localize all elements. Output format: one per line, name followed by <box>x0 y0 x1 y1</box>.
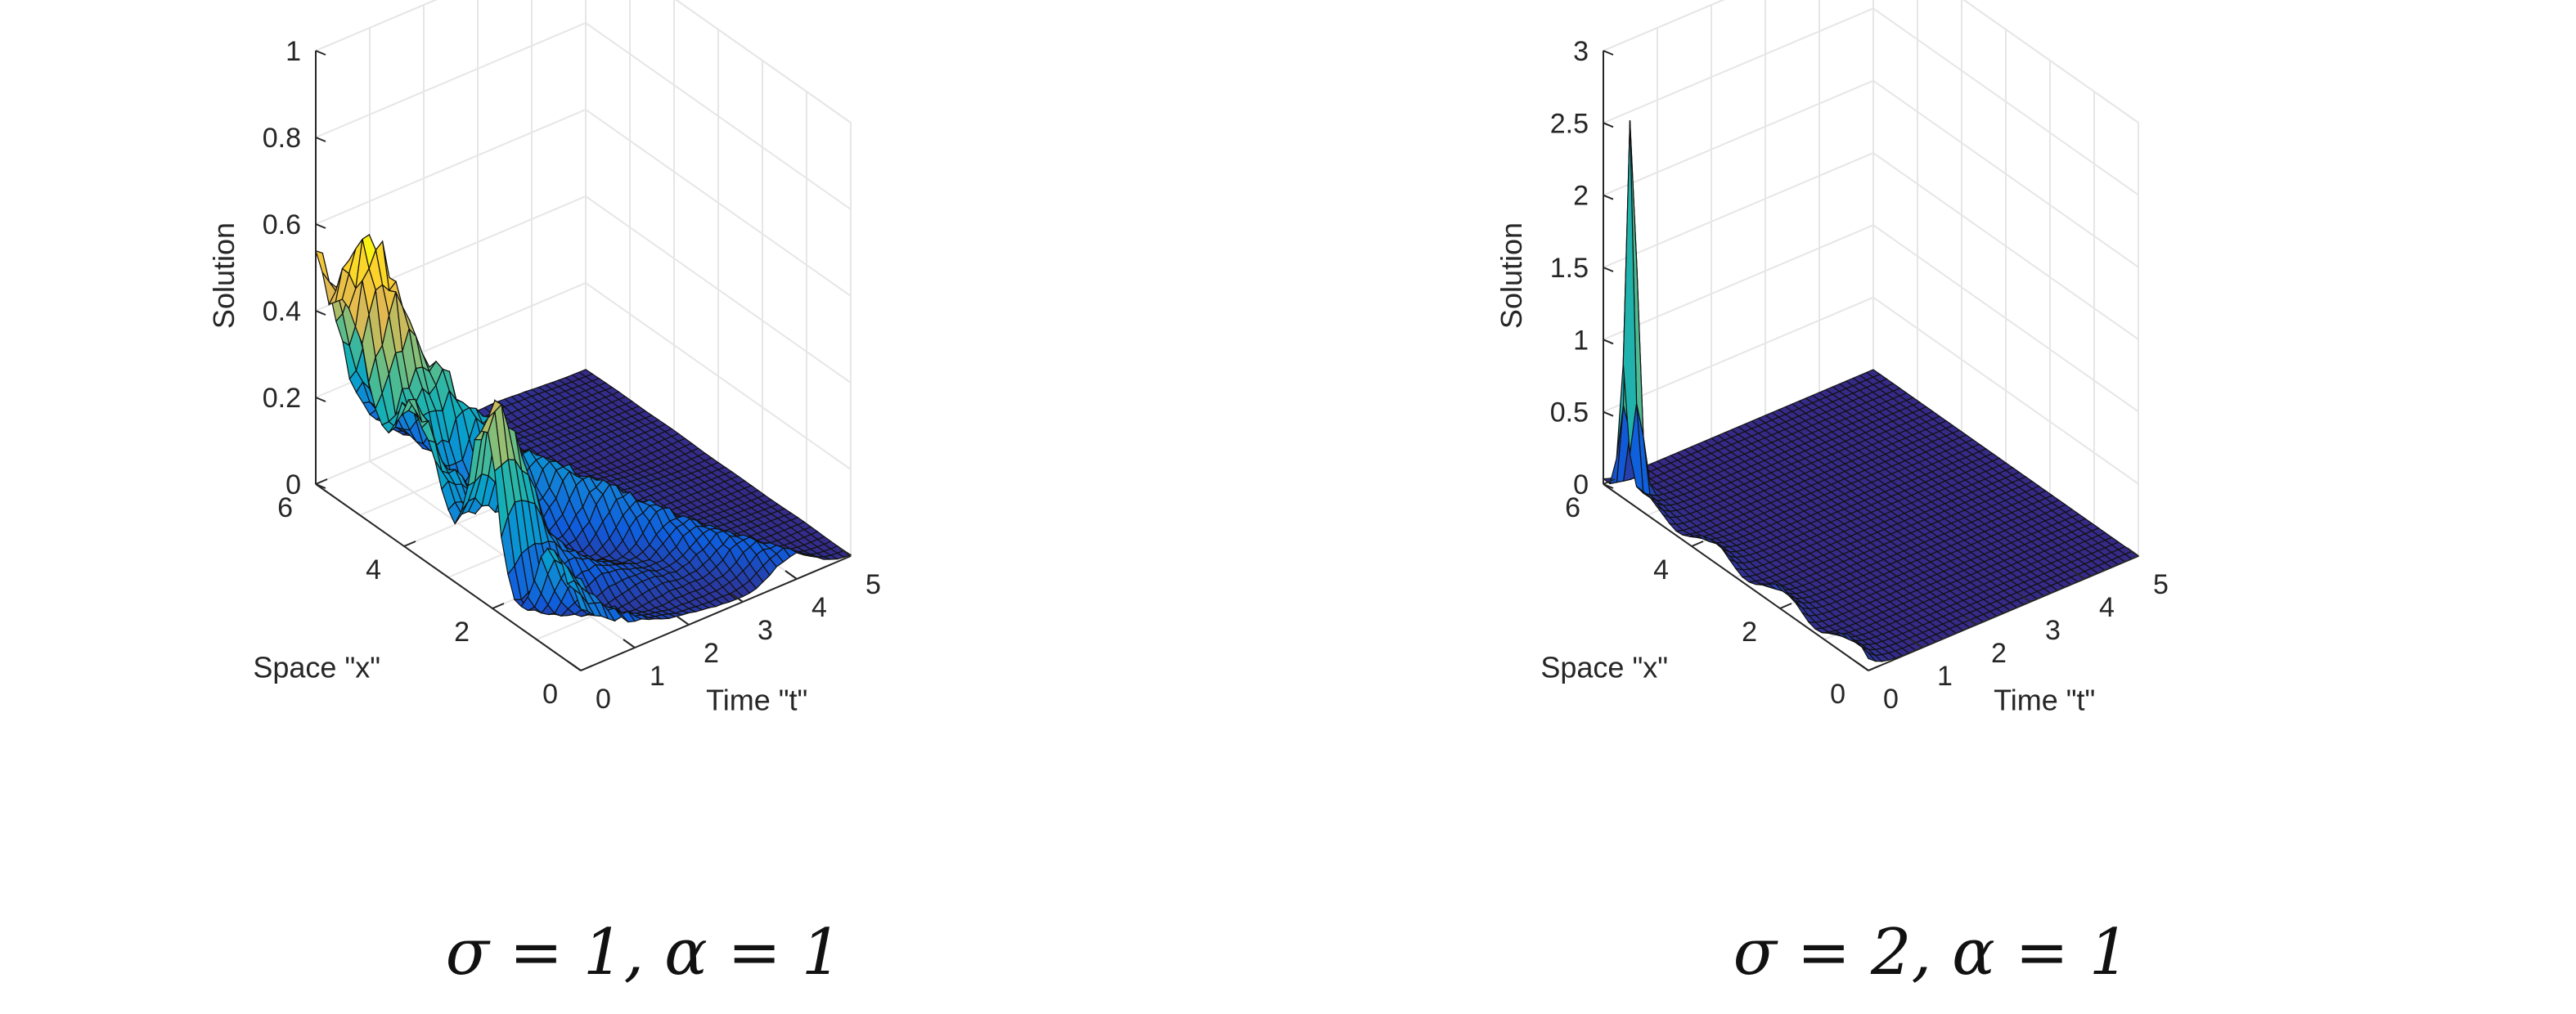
caption-1: σ = 1, α = 1 <box>445 916 843 989</box>
y-axis-label: Time "t" <box>1994 683 2095 716</box>
right-plot-panel: 0 0.5 1 1.5 2 2.5 3 0 2 4 6 0 1 2 3 4 5 Solution Space "x"… <box>1288 0 2575 1014</box>
t-tick-label: 4 <box>2099 592 2115 623</box>
t-tick-label: 4 <box>811 592 827 623</box>
z-axis-label: Solution <box>1495 222 1528 329</box>
z-tick-label: 2.5 <box>1550 108 1589 139</box>
t-tick-label: 3 <box>758 615 773 646</box>
z-tick-label: 0.4 <box>263 296 301 327</box>
t-tick-label: 5 <box>865 569 881 600</box>
left-plot-panel: 0 0.2 0.4 0.6 0.8 1 0 2 4 6 0 1 2 3 4 5 Solution Space "x… <box>207 0 881 989</box>
t-tick-label: 5 <box>2153 569 2169 600</box>
z-tick-label: 0.8 <box>263 123 301 154</box>
x-tick-label: 4 <box>366 554 381 586</box>
x-axis-label: Space "x" <box>253 650 380 684</box>
surface-patch <box>1861 646 1877 662</box>
x-tick-label: 6 <box>277 492 293 523</box>
x-tick-label: 6 <box>1565 492 1580 523</box>
x-tick-label: 0 <box>542 679 558 710</box>
x-axis-line <box>1603 483 1869 671</box>
t-tick-label: 1 <box>650 661 665 692</box>
y-axis-line <box>580 555 852 671</box>
t-tick-label: 1 <box>1937 661 1953 692</box>
z-tick-label: 0.6 <box>263 209 301 240</box>
x-tick-label: 4 <box>1653 554 1669 586</box>
z-tick-label: 0.5 <box>1550 397 1589 428</box>
z-tick-label: 0 <box>1573 469 1589 500</box>
x-axis-label: Space "x" <box>1540 650 1668 684</box>
surface-mesh <box>315 233 852 623</box>
y-axis-label: Time "t" <box>706 683 807 716</box>
x-tick-label: 0 <box>1830 679 1845 710</box>
caption-2: σ = 2, α = 1 <box>1733 916 2130 989</box>
y-axis-line <box>1868 555 2139 671</box>
z-tick-label: 3 <box>1573 36 1589 67</box>
z-tick-label: 0.2 <box>263 383 301 414</box>
z-axis-label: Solution <box>207 222 241 329</box>
x-tick-label: 2 <box>1742 617 1757 648</box>
x-tick-label: 2 <box>454 617 470 648</box>
t-tick-label: 0 <box>596 684 611 715</box>
z-tick-label: 2 <box>1573 181 1589 212</box>
surface-patch <box>573 588 589 612</box>
t-tick-label: 0 <box>1883 684 1899 715</box>
z-tick-label: 1.5 <box>1550 253 1589 284</box>
z-tick-label: 1 <box>285 36 301 67</box>
z-tick-label: 0 <box>285 469 301 500</box>
grid-walls <box>1603 0 2139 648</box>
x-axis-line <box>315 483 582 671</box>
t-tick-label: 2 <box>704 638 719 669</box>
surface-mesh <box>1602 120 2140 662</box>
t-tick-label: 2 <box>1991 638 2007 669</box>
z-tick-label: 1 <box>1573 325 1589 356</box>
t-tick-label: 3 <box>2045 615 2061 646</box>
